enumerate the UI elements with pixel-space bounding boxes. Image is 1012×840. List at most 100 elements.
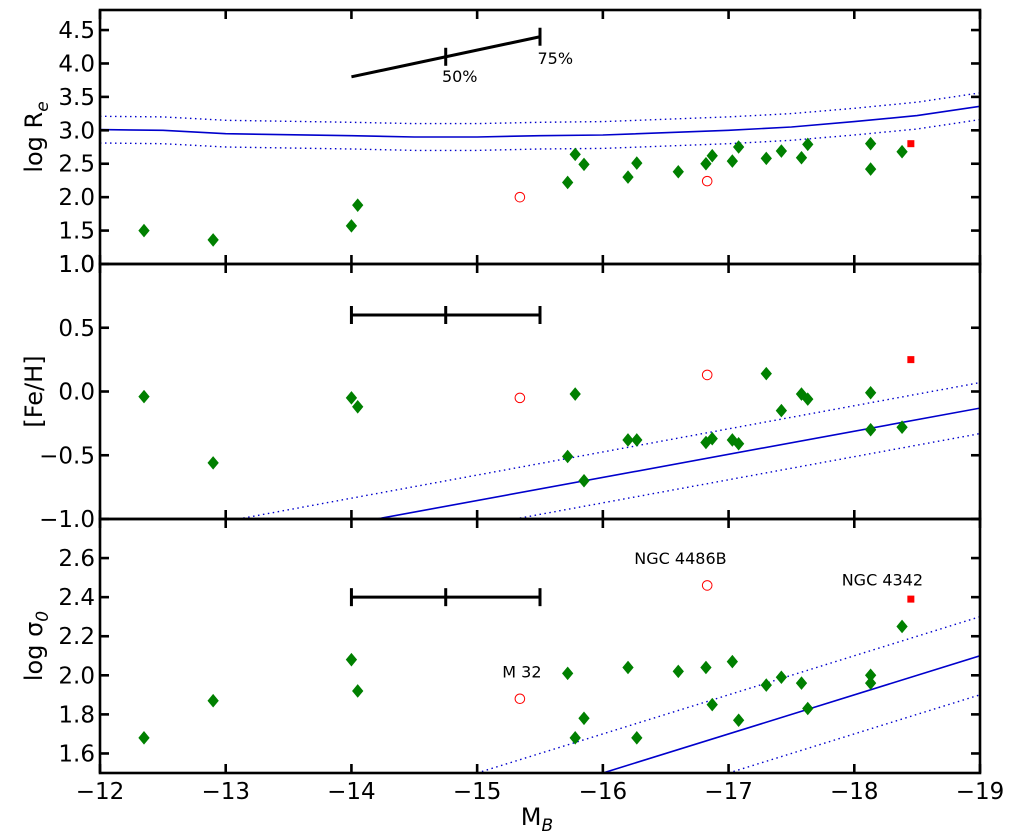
- data-point-green: [795, 676, 808, 690]
- scale-bar-label: 50%: [442, 67, 478, 86]
- data-point-green: [760, 366, 772, 381]
- y-axis-label: log Re: [20, 101, 53, 172]
- data-point-green: [896, 144, 908, 159]
- data-point-green: [352, 198, 364, 212]
- y-tick-label: 3.5: [58, 85, 95, 111]
- data-point-green: [706, 697, 718, 712]
- data-point-green: [864, 422, 877, 437]
- data-point-green: [864, 676, 877, 690]
- data-point-square: [907, 356, 915, 364]
- data-point-open: [514, 392, 526, 404]
- y-tick-label: 2.4: [58, 585, 95, 611]
- y-tick-label: 2.5: [58, 152, 95, 178]
- data-point-green: [578, 157, 590, 172]
- data-point-green: [138, 223, 150, 238]
- data-point-green: [622, 660, 634, 675]
- data-point-open: [701, 175, 713, 187]
- panel-frame: [98, 517, 982, 775]
- y-axis-label-main: [Fe/H]: [20, 355, 48, 427]
- data-point-green: [732, 436, 745, 451]
- data-point-green: [672, 664, 684, 679]
- y-tick-label: 1.8: [58, 702, 95, 728]
- data-point-green: [562, 449, 574, 464]
- data-point-green: [864, 385, 877, 400]
- y-axis-label: log σ0: [20, 611, 53, 681]
- data-point-green: [775, 670, 788, 685]
- data-point-green: [207, 456, 219, 470]
- y-tick-label: −0.5: [39, 443, 95, 469]
- panel-frame: [98, 8, 982, 266]
- fit-upper-bound: [238, 381, 980, 519]
- data-point-green: [578, 711, 590, 726]
- data-point-open: [514, 191, 526, 203]
- data-point-green: [631, 433, 643, 447]
- data-point-green: [802, 701, 814, 716]
- y-tick-label: 2.2: [58, 624, 95, 650]
- y-tick-label: 2.6: [58, 546, 95, 572]
- data-point-green: [700, 660, 712, 675]
- data-point-green: [578, 473, 590, 488]
- data-point-green: [802, 392, 814, 406]
- x-tick-label: −12: [76, 779, 125, 805]
- panel-frame: [98, 262, 982, 521]
- fit-lower-bound: [514, 432, 980, 519]
- x-tick-label: −16: [579, 779, 628, 805]
- y-tick-label: 0.0: [58, 380, 95, 406]
- panel-feh: −1.0 −0.5 0.0 0.5 [Fe/H]: [20, 262, 982, 533]
- x-tick-label: −15: [453, 779, 502, 805]
- y-tick-label: 4.0: [58, 51, 95, 77]
- data-point-green: [569, 387, 581, 401]
- y-tick-label: 2.0: [58, 663, 95, 689]
- y-axis-label: [Fe/H]: [20, 355, 48, 427]
- data-point-green: [345, 652, 358, 667]
- scale-bar-label: 75%: [537, 49, 573, 68]
- plot-area-re: [100, 92, 980, 247]
- data-point-green: [760, 678, 772, 692]
- y-axis-label-sub: 0: [33, 611, 53, 622]
- data-point-green: [726, 154, 738, 168]
- fit-line: [602, 655, 980, 773]
- data-point-green: [672, 164, 684, 179]
- data-point-green: [352, 400, 364, 414]
- y-axis-label-main: log R: [20, 112, 48, 173]
- y-tick-label: 3.0: [58, 118, 95, 144]
- data-point-green: [726, 433, 738, 447]
- data-point-open: [701, 580, 713, 591]
- fit-lower-bound: [728, 694, 980, 773]
- data-point-green: [896, 619, 908, 634]
- data-point-green: [138, 389, 150, 404]
- fit-upper-bound: [100, 92, 980, 125]
- y-tick-label: 1.6: [58, 741, 95, 767]
- data-point-green: [760, 151, 772, 166]
- data-point-green: [569, 147, 581, 162]
- data-point-green: [345, 219, 358, 233]
- data-point-green: [775, 144, 788, 158]
- y-tick-label: −1.0: [39, 507, 95, 533]
- data-point-green: [795, 387, 808, 401]
- y-tick-label-bottom: 1.0: [58, 252, 95, 278]
- data-point-open: [701, 369, 713, 381]
- x-tick-label: −18: [830, 779, 879, 805]
- data-point-green: [631, 731, 643, 745]
- annotation-label: NGC 4342: [842, 570, 923, 589]
- plot-area-feh: [138, 356, 980, 519]
- data-point-green: [726, 654, 738, 669]
- data-point-green: [732, 140, 745, 154]
- annotation-label: M 32: [502, 662, 541, 681]
- data-point-green: [896, 420, 908, 434]
- x-axis-label: MB: [521, 803, 553, 836]
- data-point-open: [514, 693, 526, 705]
- data-point-green: [562, 175, 574, 190]
- x-axis-label-main: M: [521, 803, 542, 831]
- data-point-green: [207, 233, 219, 247]
- data-point-green: [706, 148, 718, 163]
- panel-sigma: NGC 4486B NGC 4342 M 32 1.6 1.8 2.0 2.2 2.4 2.6 l…: [20, 517, 982, 775]
- y-tick-label: 4.5: [58, 18, 95, 44]
- data-point-green: [631, 156, 643, 170]
- y-tick-label: 1.5: [58, 219, 95, 245]
- data-point-green: [864, 136, 877, 151]
- data-point-square: [907, 595, 915, 603]
- data-point-green: [802, 137, 814, 152]
